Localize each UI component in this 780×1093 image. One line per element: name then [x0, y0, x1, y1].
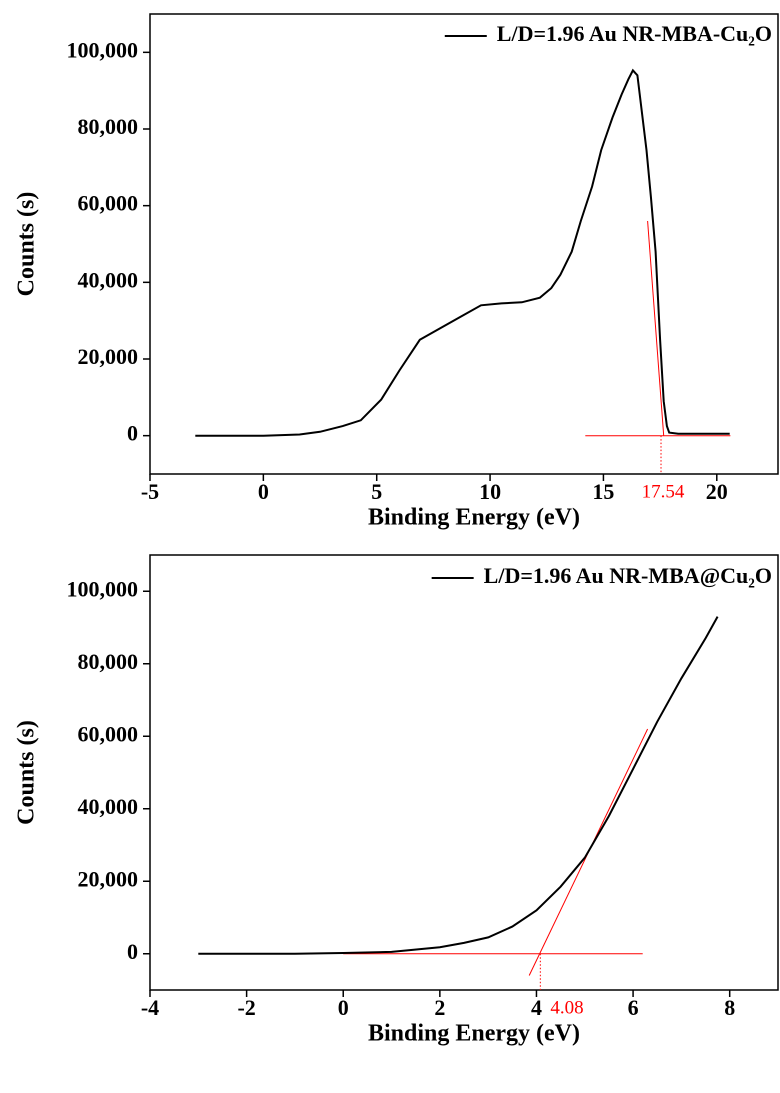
y-tick-label: 80,000: [78, 114, 139, 139]
x-tick-label: 10: [479, 479, 501, 504]
x-tick-label: 0: [338, 995, 349, 1020]
x-tick-label: 8: [724, 995, 735, 1020]
x-tick-label: -4: [141, 995, 159, 1020]
y-axis-title: Counts (s): [14, 192, 40, 297]
y-tick-label: 100,000: [67, 37, 139, 62]
plot-frame: [149, 554, 779, 991]
legend-label: L/D=1.96 Au NR-MBA@Cu₂O: [484, 563, 772, 588]
data-line: [198, 616, 719, 955]
x-tick-label: 6: [628, 995, 639, 1020]
edge-label: 17.54: [642, 481, 685, 502]
y-tick-label: 100,000: [67, 576, 139, 601]
x-tick-label: -5: [141, 479, 159, 504]
y-tick-label: 0: [127, 421, 138, 446]
plot-frame: [149, 13, 779, 475]
y-tick-label: 40,000: [78, 794, 139, 819]
edge-label: 4.08: [550, 997, 583, 1018]
x-axis-title: Binding Energy (eV): [368, 1021, 580, 1047]
y-tick-label: 20,000: [78, 866, 139, 891]
x-tick-label: 5: [371, 479, 382, 504]
x-tick-label: 2: [434, 995, 445, 1020]
x-tick-label: 20: [706, 479, 728, 504]
y-tick-label: 80,000: [78, 649, 139, 674]
x-tick-label: 4: [531, 995, 542, 1020]
y-tick-label: 40,000: [78, 267, 139, 292]
y-axis-title: Counts (s): [14, 720, 40, 825]
fit-line: [647, 220, 665, 436]
y-tick-label: 0: [127, 939, 138, 964]
x-tick-label: -2: [237, 995, 255, 1020]
x-tick-label: 15: [592, 479, 614, 504]
y-tick-label: 60,000: [78, 191, 139, 216]
y-tick-label: 60,000: [78, 721, 139, 746]
y-tick-label: 20,000: [78, 344, 139, 369]
legend-label: L/D=1.96 Au NR-MBA-Cu₂O: [497, 21, 772, 46]
x-axis-title: Binding Energy (eV): [368, 505, 580, 531]
x-tick-label: 0: [258, 479, 269, 504]
data-line: [195, 68, 730, 437]
